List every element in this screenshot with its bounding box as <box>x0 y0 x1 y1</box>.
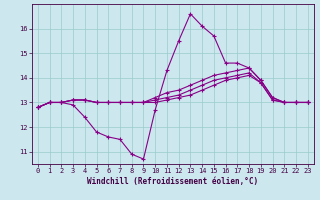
X-axis label: Windchill (Refroidissement éolien,°C): Windchill (Refroidissement éolien,°C) <box>87 177 258 186</box>
